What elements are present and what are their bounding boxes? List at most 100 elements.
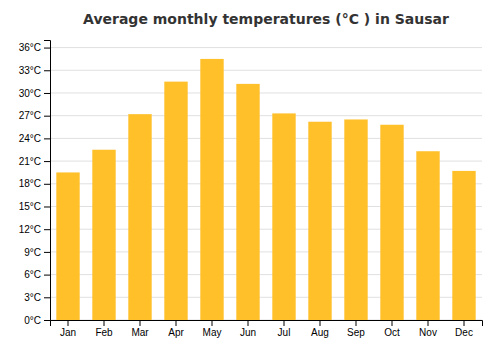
- x-tick-label: Dec: [455, 327, 473, 338]
- x-tick: Jan: [60, 320, 76, 338]
- y-tick-label: 24°C: [19, 133, 41, 144]
- y-tick-label: 15°C: [19, 201, 41, 212]
- x-tick-mark: [392, 320, 393, 326]
- x-tick-label: Nov: [419, 327, 437, 338]
- x-tick-mark: [104, 320, 105, 326]
- y-tick: 30°C: [19, 88, 50, 99]
- y-tick-label: 36°C: [19, 42, 41, 53]
- x-tick-label: Mar: [131, 327, 149, 338]
- x-axis-line: [51, 321, 483, 327]
- bars: [56, 59, 475, 320]
- y-tick-mark: [44, 297, 50, 298]
- x-tick: Jul: [278, 320, 291, 338]
- x-tick-mark: [320, 320, 321, 326]
- grid-line: [50, 47, 482, 48]
- y-tick: 27°C: [19, 110, 50, 121]
- plot-area: 0°C 3°C 6°C 9°C 12°C 15°C 18°C 21°C 24°C 27°C 30°C…: [19, 41, 483, 339]
- grid-line: [50, 138, 482, 139]
- y-axis: 0°C 3°C 6°C 9°C 12°C 15°C 18°C 21°C 24°C 27°C 30°C…: [19, 41, 51, 326]
- y-tick: 21°C: [19, 156, 50, 167]
- bar: [92, 150, 115, 320]
- x-axis: Jan Feb Mar Apr May Jun Jul Aug Sep Oct Nov Dec: [51, 320, 483, 338]
- grid-line: [50, 115, 482, 116]
- y-tick-label: 21°C: [19, 156, 41, 167]
- x-tick-mark: [356, 320, 357, 326]
- y-axis-line: [44, 41, 51, 321]
- x-tick: Feb: [95, 320, 113, 338]
- x-tick-label: May: [203, 327, 222, 338]
- y-tick: 24°C: [19, 133, 50, 144]
- x-tick-label: Jan: [60, 327, 76, 338]
- x-tick-mark: [428, 320, 429, 326]
- y-tick: 9°C: [24, 247, 50, 258]
- y-tick-mark: [44, 48, 50, 49]
- x-tick-mark: [464, 320, 465, 326]
- y-tick-label: 3°C: [24, 292, 41, 303]
- x-tick-mark: [284, 320, 285, 326]
- y-tick-label: 9°C: [24, 247, 41, 258]
- x-tick-mark: [176, 320, 177, 326]
- y-tick: 0°C: [24, 315, 50, 326]
- y-tick: 18°C: [19, 178, 50, 189]
- y-tick-mark: [44, 116, 50, 117]
- x-tick-mark: [248, 320, 249, 326]
- y-tick: 15°C: [19, 201, 50, 212]
- y-tick-label: 18°C: [19, 178, 41, 189]
- x-tick-label: Oct: [384, 327, 400, 338]
- y-tick: 12°C: [19, 224, 50, 235]
- y-tick-label: 6°C: [24, 269, 41, 280]
- y-tick: 33°C: [19, 65, 50, 76]
- y-tick-mark: [44, 320, 50, 321]
- y-tick-label: 27°C: [19, 110, 41, 121]
- bar: [200, 59, 223, 320]
- x-tick: Oct: [384, 320, 400, 338]
- x-tick: Apr: [168, 320, 184, 338]
- bar: [380, 125, 403, 320]
- y-tick-mark: [44, 138, 50, 139]
- bar: [344, 119, 367, 320]
- bar: [272, 113, 295, 320]
- bar: [164, 82, 187, 320]
- bar: [452, 171, 475, 320]
- x-tick-mark: [68, 320, 69, 326]
- y-tick: 6°C: [24, 269, 50, 280]
- title: Average monthly temperatures (°C ) in Sa…: [83, 11, 449, 27]
- y-tick-label: 0°C: [24, 315, 41, 326]
- x-tick-label: Feb: [95, 327, 113, 338]
- x-tick: Aug: [311, 320, 329, 338]
- grid-line: [50, 92, 482, 93]
- x-tick-label: Apr: [168, 327, 184, 338]
- bar: [56, 172, 79, 320]
- y-tick: 3°C: [24, 292, 50, 303]
- grid: [50, 48, 482, 320]
- bar: [128, 114, 151, 320]
- y-tick-mark: [44, 70, 50, 71]
- x-tick-mark: [212, 320, 213, 326]
- y-tick-mark: [44, 275, 50, 276]
- y-tick-label: 30°C: [19, 88, 41, 99]
- chart: 0°C 3°C 6°C 9°C 12°C 15°C 18°C 21°C 24°C 27°C 30°C…: [0, 0, 500, 350]
- y-tick-mark: [44, 93, 50, 94]
- bar: [308, 122, 331, 320]
- x-tick-mark: [140, 320, 141, 326]
- grid-line: [50, 70, 482, 71]
- y-tick-mark: [44, 184, 50, 185]
- bar: [236, 84, 259, 320]
- y-tick-label: 33°C: [19, 65, 41, 76]
- y-tick-mark: [44, 252, 50, 253]
- x-tick-label: Jul: [278, 327, 291, 338]
- y-tick-label: 12°C: [19, 224, 41, 235]
- y-tick-mark: [44, 229, 50, 230]
- y-tick-mark: [44, 161, 50, 162]
- x-tick: Mar: [131, 320, 149, 338]
- x-tick: Sep: [347, 320, 365, 338]
- x-tick-label: Sep: [347, 327, 365, 338]
- y-tick-mark: [44, 206, 50, 207]
- x-tick: Dec: [455, 320, 473, 338]
- y-tick: 36°C: [19, 42, 50, 53]
- x-tick: May: [203, 320, 222, 338]
- x-tick-label: Jun: [240, 327, 256, 338]
- x-tick: Jun: [240, 320, 256, 338]
- bar: [416, 151, 439, 320]
- x-tick: Nov: [419, 320, 437, 338]
